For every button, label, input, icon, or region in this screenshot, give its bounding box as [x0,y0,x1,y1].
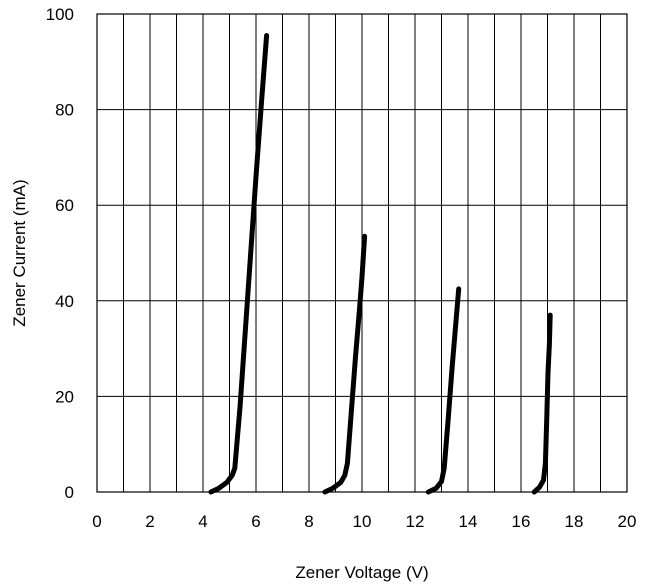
x-tick-label: 10 [353,512,372,531]
grid-lines [97,14,627,492]
x-tick-label: 2 [145,512,154,531]
y-tick-label: 20 [55,387,74,406]
x-tick-label: 12 [406,512,425,531]
y-tick-label: 100 [46,5,74,24]
x-tick-label: 0 [92,512,101,531]
y-tick-label: 40 [55,292,74,311]
y-axis-title: Zener Current (mA) [10,179,29,326]
x-tick-label: 18 [565,512,584,531]
y-tick-label: 0 [65,483,74,502]
series-line-1 [208,33,270,495]
tick-labels: 0 2 4 6 8 10 12 14 16 18 20 0 20 40 60 80 100 [46,5,637,531]
plot-area [96,13,628,493]
series-line-3 [425,286,462,495]
x-tick-label: 14 [459,512,478,531]
y-tick-label: 60 [55,196,74,215]
series-line-4 [531,312,553,495]
x-tick-label: 6 [251,512,260,531]
x-tick-label: 16 [512,512,531,531]
y-tick-label: 80 [55,101,74,120]
curves [208,33,553,495]
x-axis-title: Zener Voltage (V) [295,563,428,582]
x-tick-label: 8 [304,512,313,531]
series-line-2 [322,233,368,495]
x-tick-label: 20 [618,512,637,531]
x-tick-label: 4 [198,512,207,531]
